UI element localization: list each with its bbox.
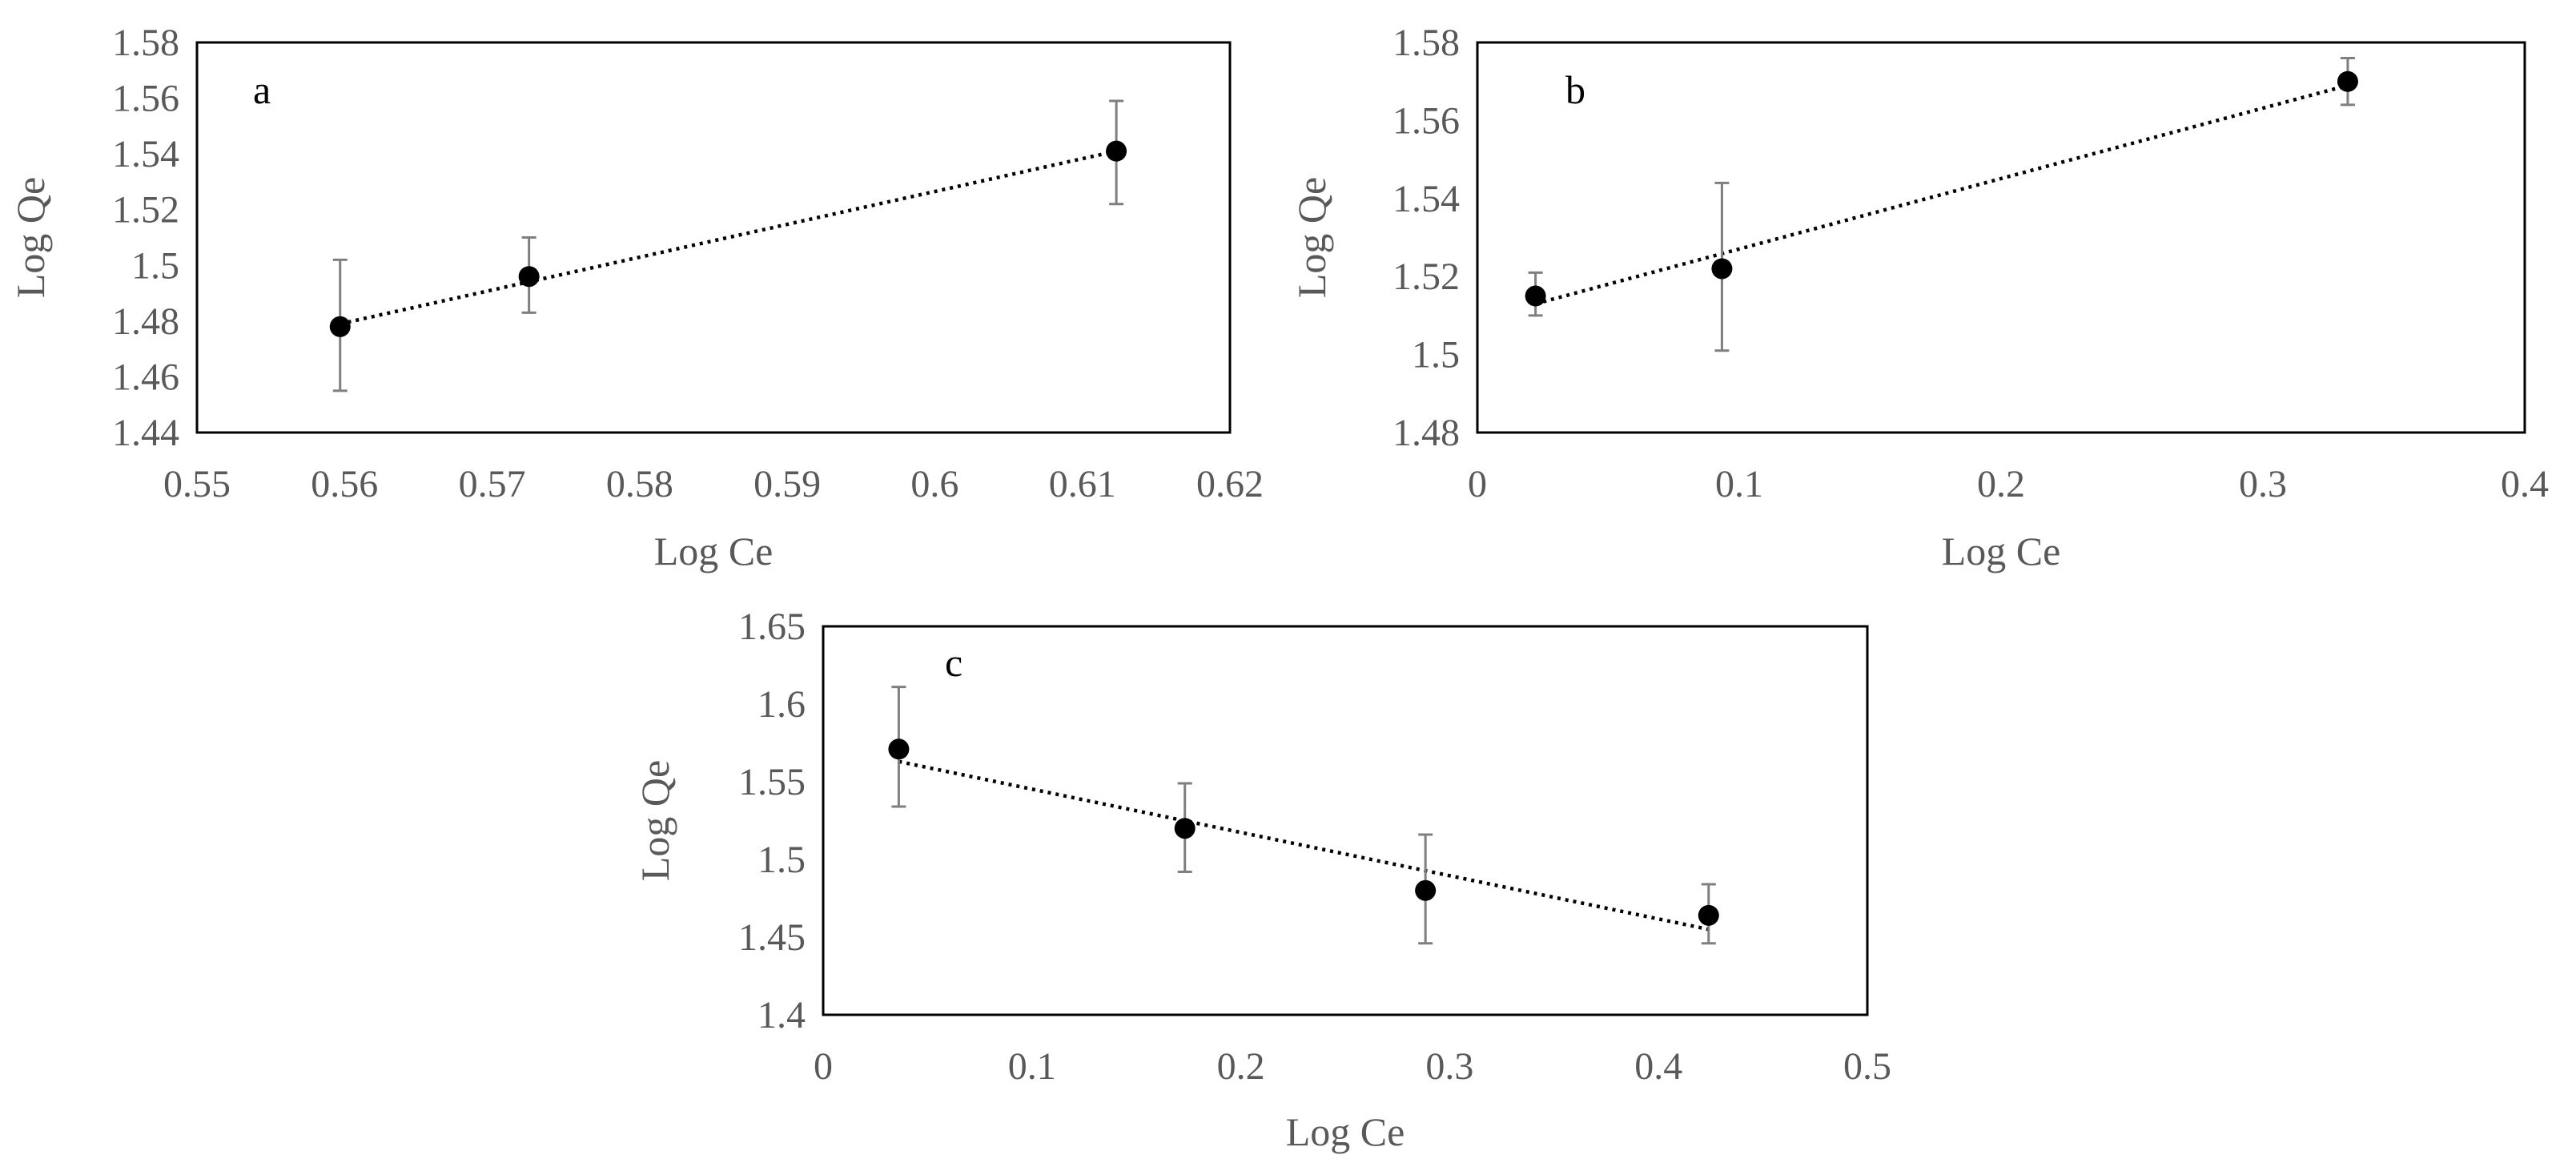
x-axis-title: Log Ce bbox=[1286, 1109, 1405, 1154]
data-point bbox=[888, 738, 910, 760]
chart-panel-c: c 1.4 1.45 1.5 1.55 1.6 1.65 0 0.1 0.2 0.3 0.4 0.5 Lo… bbox=[633, 606, 1891, 1154]
chart-panel-b: b 1.48 1.5 1.52 1.54 1.56 1.58 0 0.1 0.2 0.3 0.4 Log… bbox=[1289, 22, 2549, 573]
y-tick-label: 1.5 bbox=[758, 839, 806, 881]
chart-panel-a: a 1.44 1.46 1.48 1.5 1.52 1.54 1.56 1.58 0.55 0.56… bbox=[8, 22, 1264, 573]
data-point bbox=[1415, 879, 1437, 901]
y-tick-label: 1.4 bbox=[758, 994, 806, 1036]
y-tick-label: 1.48 bbox=[1392, 412, 1460, 454]
x-tick-label: 0 bbox=[1468, 463, 1487, 505]
x-tick-label: 0.6 bbox=[910, 463, 958, 505]
y-tick-label: 1.52 bbox=[112, 189, 179, 231]
y-tick-label: 1.56 bbox=[112, 78, 179, 120]
y-tick-label: 1.56 bbox=[1392, 99, 1460, 142]
x-tick-label: 0.61 bbox=[1049, 463, 1116, 505]
x-tick-label: 0.1 bbox=[1715, 463, 1763, 505]
x-tick-label: 0.57 bbox=[459, 463, 526, 505]
data-point bbox=[329, 316, 351, 337]
plot-area-frame bbox=[822, 625, 1869, 1016]
data-point bbox=[1525, 285, 1546, 307]
panel-letter: a bbox=[253, 67, 271, 112]
x-axis-title: Log Ce bbox=[1942, 529, 2061, 573]
y-tick-label: 1.45 bbox=[738, 916, 806, 959]
y-axis-title: Log Qe bbox=[8, 177, 53, 298]
x-tick-label: 0.3 bbox=[1425, 1045, 1473, 1088]
x-tick-label: 0.55 bbox=[163, 463, 231, 505]
y-tick-label: 1.65 bbox=[738, 606, 806, 648]
x-tick-label: 0.58 bbox=[606, 463, 673, 505]
x-axis-title: Log Ce bbox=[654, 529, 774, 573]
panel-letter: b bbox=[1565, 67, 1585, 112]
x-tick-label: 0.3 bbox=[2239, 463, 2287, 505]
linear-trendline bbox=[898, 759, 1710, 932]
y-tick-label: 1.54 bbox=[112, 133, 179, 175]
y-tick-label: 1.58 bbox=[1392, 22, 1460, 64]
y-tick-label: 1.46 bbox=[112, 356, 179, 398]
x-tick-label: 0.5 bbox=[1843, 1045, 1891, 1088]
plot-area-frame bbox=[195, 41, 1232, 434]
data-point bbox=[2337, 70, 2358, 92]
y-tick-label: 1.5 bbox=[1412, 334, 1460, 376]
y-tick-label: 1.44 bbox=[112, 412, 179, 454]
x-tick-label: 0 bbox=[814, 1045, 833, 1088]
x-tick-label: 0.59 bbox=[754, 463, 821, 505]
x-tick-label: 0.2 bbox=[1217, 1045, 1265, 1088]
y-tick-label: 1.48 bbox=[112, 300, 179, 343]
x-tick-label: 0.4 bbox=[1634, 1045, 1682, 1088]
data-point bbox=[1698, 904, 1719, 926]
y-tick-label: 1.52 bbox=[1392, 256, 1460, 298]
y-tick-label: 1.54 bbox=[1392, 178, 1460, 220]
x-tick-label: 0.56 bbox=[311, 463, 378, 505]
data-point bbox=[518, 266, 540, 288]
x-tick-label: 0.2 bbox=[1977, 463, 2025, 505]
x-tick-label: 0.1 bbox=[1008, 1045, 1056, 1088]
y-axis-title: Log Qe bbox=[1289, 177, 1334, 298]
y-tick-label: 1.58 bbox=[112, 22, 179, 64]
y-tick-label: 1.5 bbox=[131, 244, 179, 287]
plot-area-frame bbox=[1476, 41, 2526, 434]
y-tick-label: 1.55 bbox=[738, 761, 806, 803]
x-tick-label: 0.62 bbox=[1196, 463, 1264, 505]
data-point bbox=[1106, 140, 1127, 162]
panel-letter: c bbox=[945, 640, 962, 685]
y-axis-title: Log Qe bbox=[633, 760, 677, 881]
y-tick-label: 1.6 bbox=[758, 683, 806, 726]
data-point bbox=[1174, 818, 1196, 839]
data-point bbox=[1711, 258, 1733, 280]
x-tick-label: 0.4 bbox=[2501, 463, 2549, 505]
